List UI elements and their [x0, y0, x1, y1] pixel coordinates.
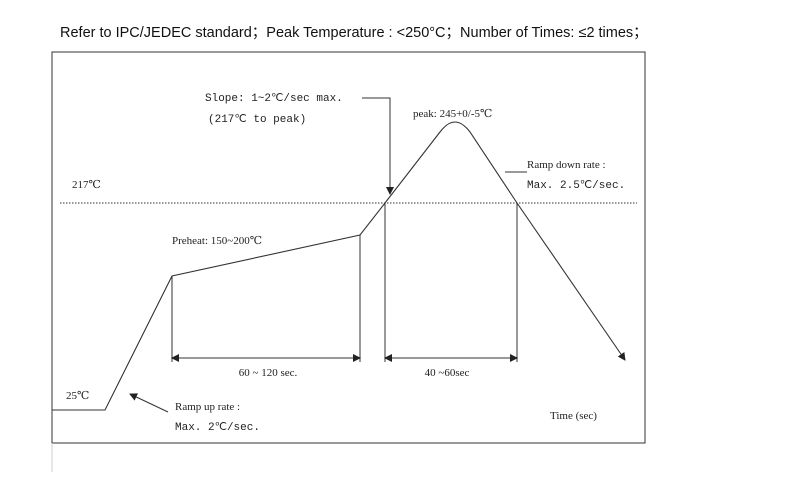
slope-arrow: [362, 97, 394, 195]
diagram: [51, 51, 646, 472]
ramp-down-label: Max. 2.5℃/sec.: [527, 180, 625, 192]
ramp-up-label: Max. 2℃/sec.: [175, 422, 260, 434]
span-label: 60 ~ 120 sec.: [239, 367, 298, 379]
slope-label: Slope: 1~2℃/sec max.: [205, 93, 343, 105]
profile-curve: [52, 121, 626, 411]
x-axis-label: Time (sec): [550, 410, 597, 422]
threshold-label: 217℃: [72, 179, 101, 191]
peak-label: peak: 245+0/-5℃: [413, 108, 492, 120]
preheat-label: Preheat: 150~200℃: [172, 235, 262, 247]
span-label: 40 ~60sec: [425, 367, 470, 379]
frame: [51, 51, 646, 444]
ramp-down-label: Ramp down rate :: [527, 159, 606, 171]
header-title: Refer to IPC/JEDEC standard；Peak Tempera…: [60, 25, 648, 41]
slope-label: (217℃ to peak): [208, 114, 306, 126]
start-temp-label: 25℃: [66, 390, 89, 402]
ramp-up-arrow: [129, 393, 169, 413]
ramp-up-label: Ramp up rate :: [175, 401, 240, 413]
